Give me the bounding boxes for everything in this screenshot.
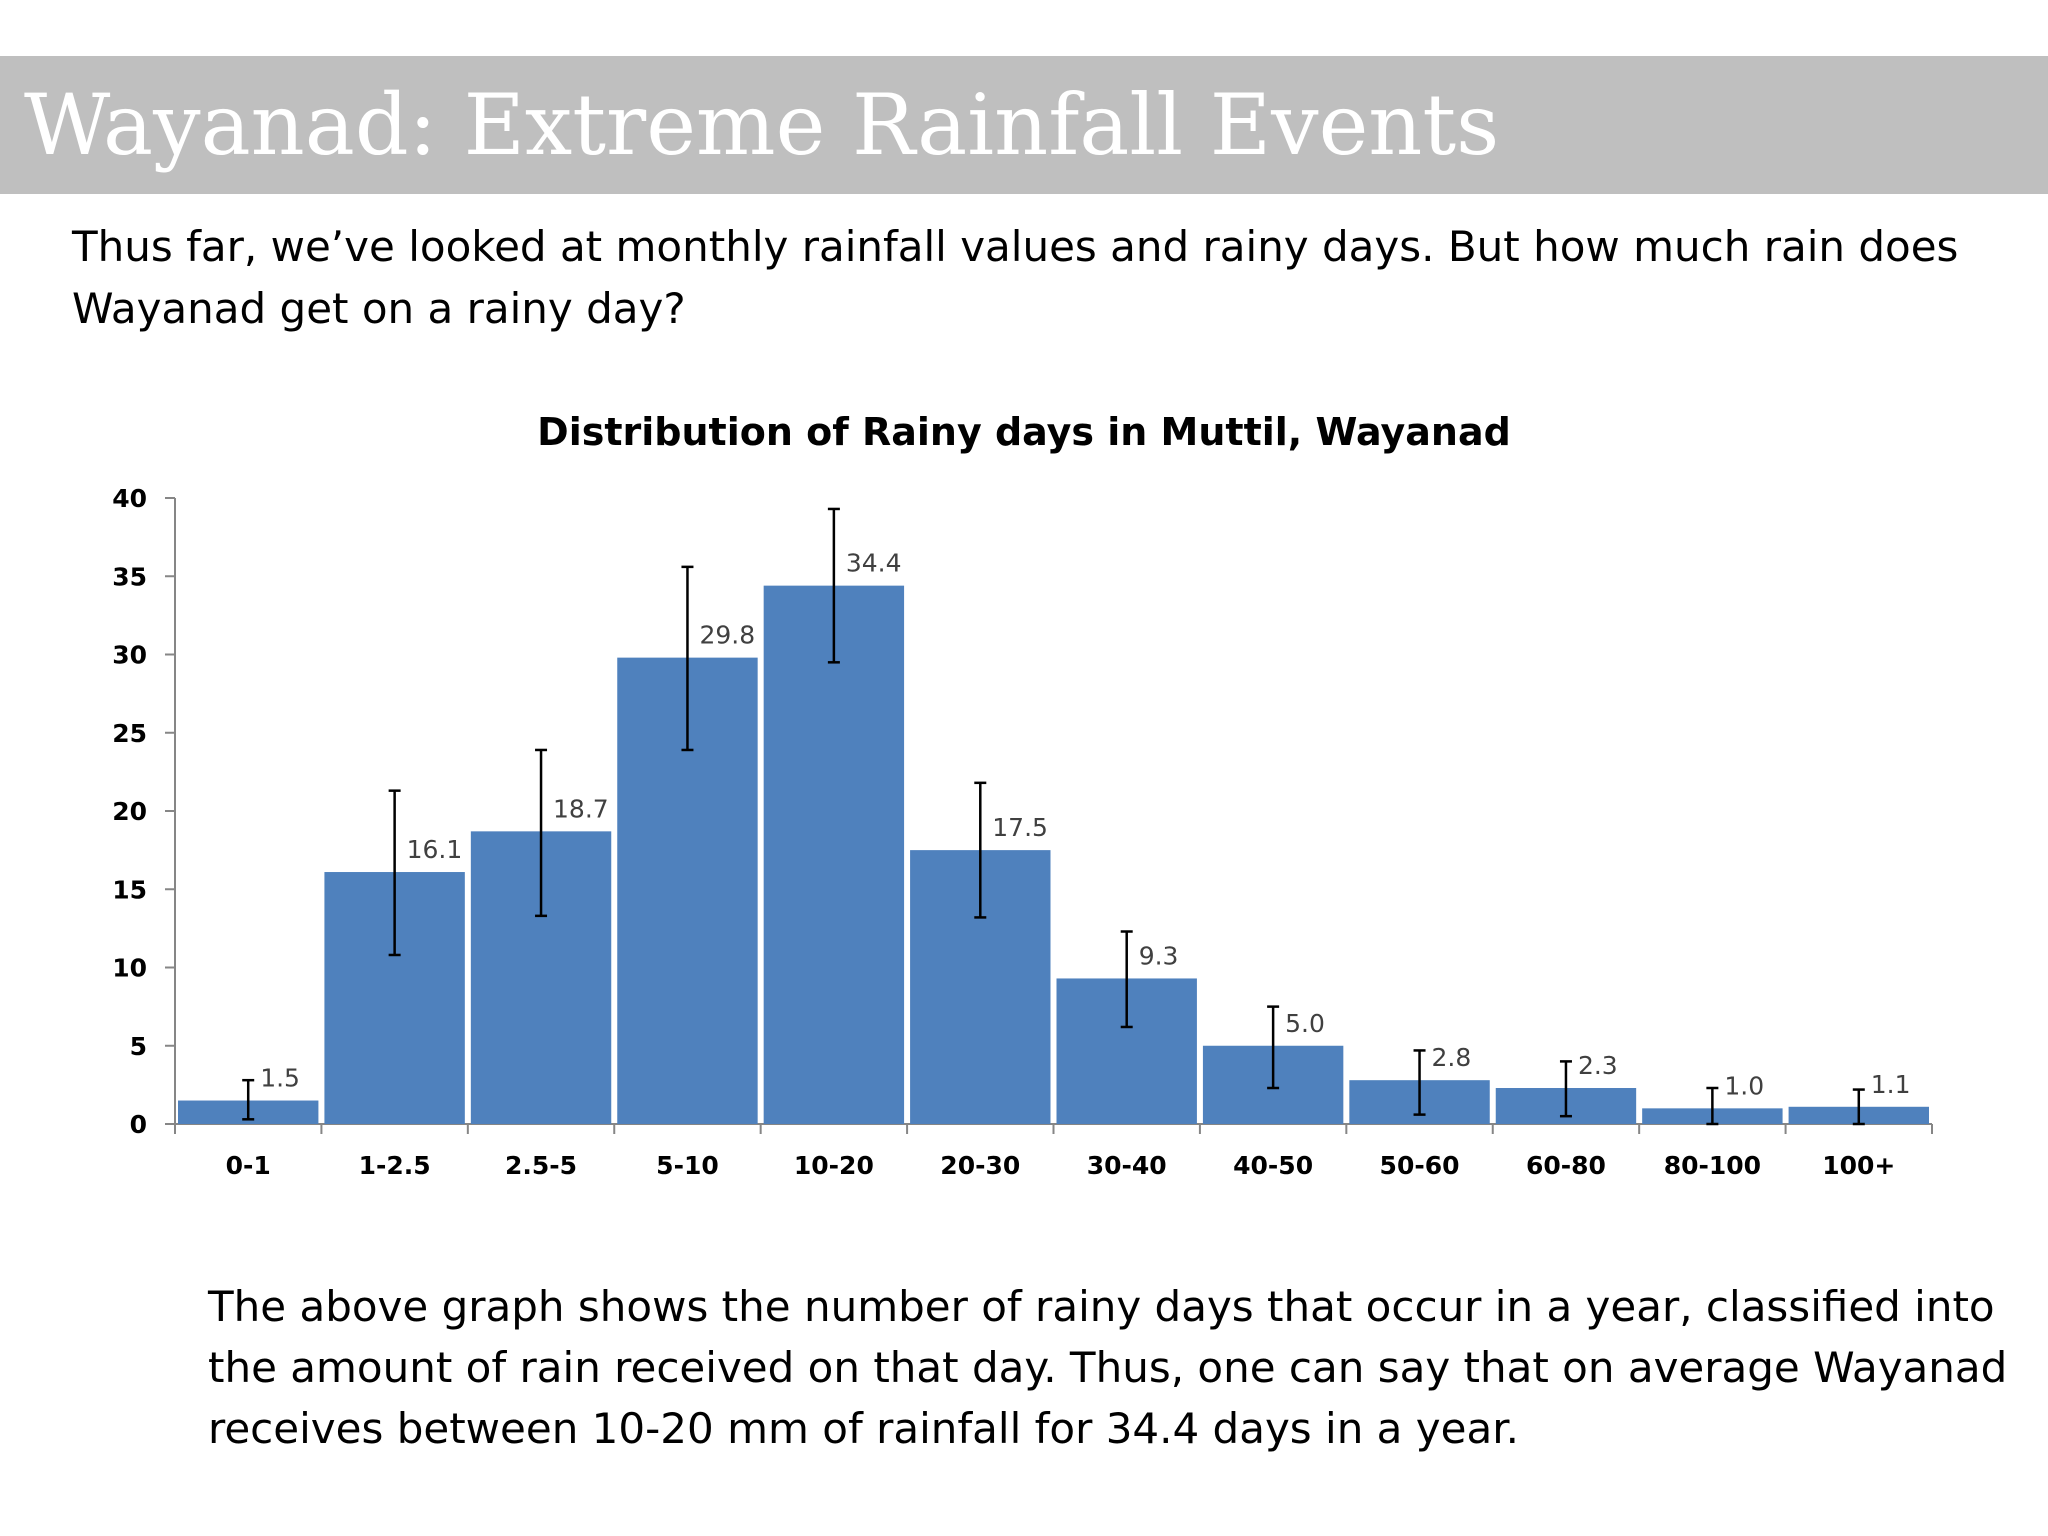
- x-tick-label: 0-1: [226, 1151, 271, 1180]
- y-tick-label: 15: [112, 875, 147, 904]
- data-labels: 1.5 16.1 18.7 29.8 34.4 17.5 9.3 5.0 2.8 2.3 1.0 1.…: [260, 549, 1910, 1101]
- x-tick-label: 60-80: [1526, 1151, 1606, 1180]
- y-tick-label: 0: [130, 1110, 147, 1139]
- data-label: 9.3: [1139, 941, 1179, 970]
- data-label: 17.5: [992, 813, 1048, 842]
- data-label: 29.8: [699, 621, 755, 650]
- data-label: 34.4: [846, 549, 902, 578]
- y-tick-label: 5: [130, 1032, 147, 1061]
- data-label: 2.8: [1432, 1043, 1472, 1072]
- x-tick-label: 80-100: [1664, 1151, 1761, 1180]
- y-tick-label: 30: [112, 641, 147, 670]
- data-label: 1.1: [1871, 1070, 1911, 1099]
- bar-10-20: [763, 585, 905, 1124]
- x-tick-label: 5-10: [656, 1151, 719, 1180]
- y-tick-label: 20: [112, 797, 147, 826]
- x-tick-label: 2.5-5: [505, 1151, 577, 1180]
- data-label: 1.5: [260, 1064, 300, 1093]
- y-tick-label: 40: [112, 484, 147, 513]
- outro-text: The above graph shows the number of rain…: [208, 1282, 2008, 1453]
- x-tick-label: 100+: [1822, 1151, 1895, 1180]
- title-bar: Wayanad: Extreme Rainfall Events: [0, 56, 2048, 194]
- x-tick-label: 50-60: [1380, 1151, 1460, 1180]
- x-axis: 0-1 1-2.5 2.5-5 5-10 10-20 20-30 30-40 40-50 50-…: [174, 1123, 1933, 1180]
- x-tick-label: 20-30: [940, 1151, 1020, 1180]
- data-label: 2.3: [1578, 1051, 1618, 1080]
- error-bars: [242, 507, 1865, 1126]
- y-tick-label: 25: [112, 719, 147, 748]
- data-label: 18.7: [553, 794, 609, 823]
- x-tick-label: 1-2.5: [359, 1151, 431, 1180]
- data-label: 16.1: [407, 835, 463, 864]
- data-label: 5.0: [1285, 1009, 1325, 1038]
- chart-title: Distribution of Rainy days in Muttil, Wa…: [537, 410, 1511, 454]
- x-tick-label: 10-20: [794, 1151, 874, 1180]
- slide-title: Wayanad: Extreme Rainfall Events: [24, 76, 1500, 174]
- data-label: 1.0: [1724, 1071, 1764, 1100]
- y-tick-label: 10: [112, 954, 147, 983]
- y-axis: 0 5 10 15 20 25 30 35 40: [112, 484, 176, 1139]
- x-tick-label: 40-50: [1233, 1151, 1313, 1180]
- y-tick-label: 35: [112, 562, 147, 591]
- x-tick-label: 30-40: [1087, 1151, 1167, 1180]
- intro-text: Thus far, we’ve looked at monthly rainfa…: [72, 222, 1959, 333]
